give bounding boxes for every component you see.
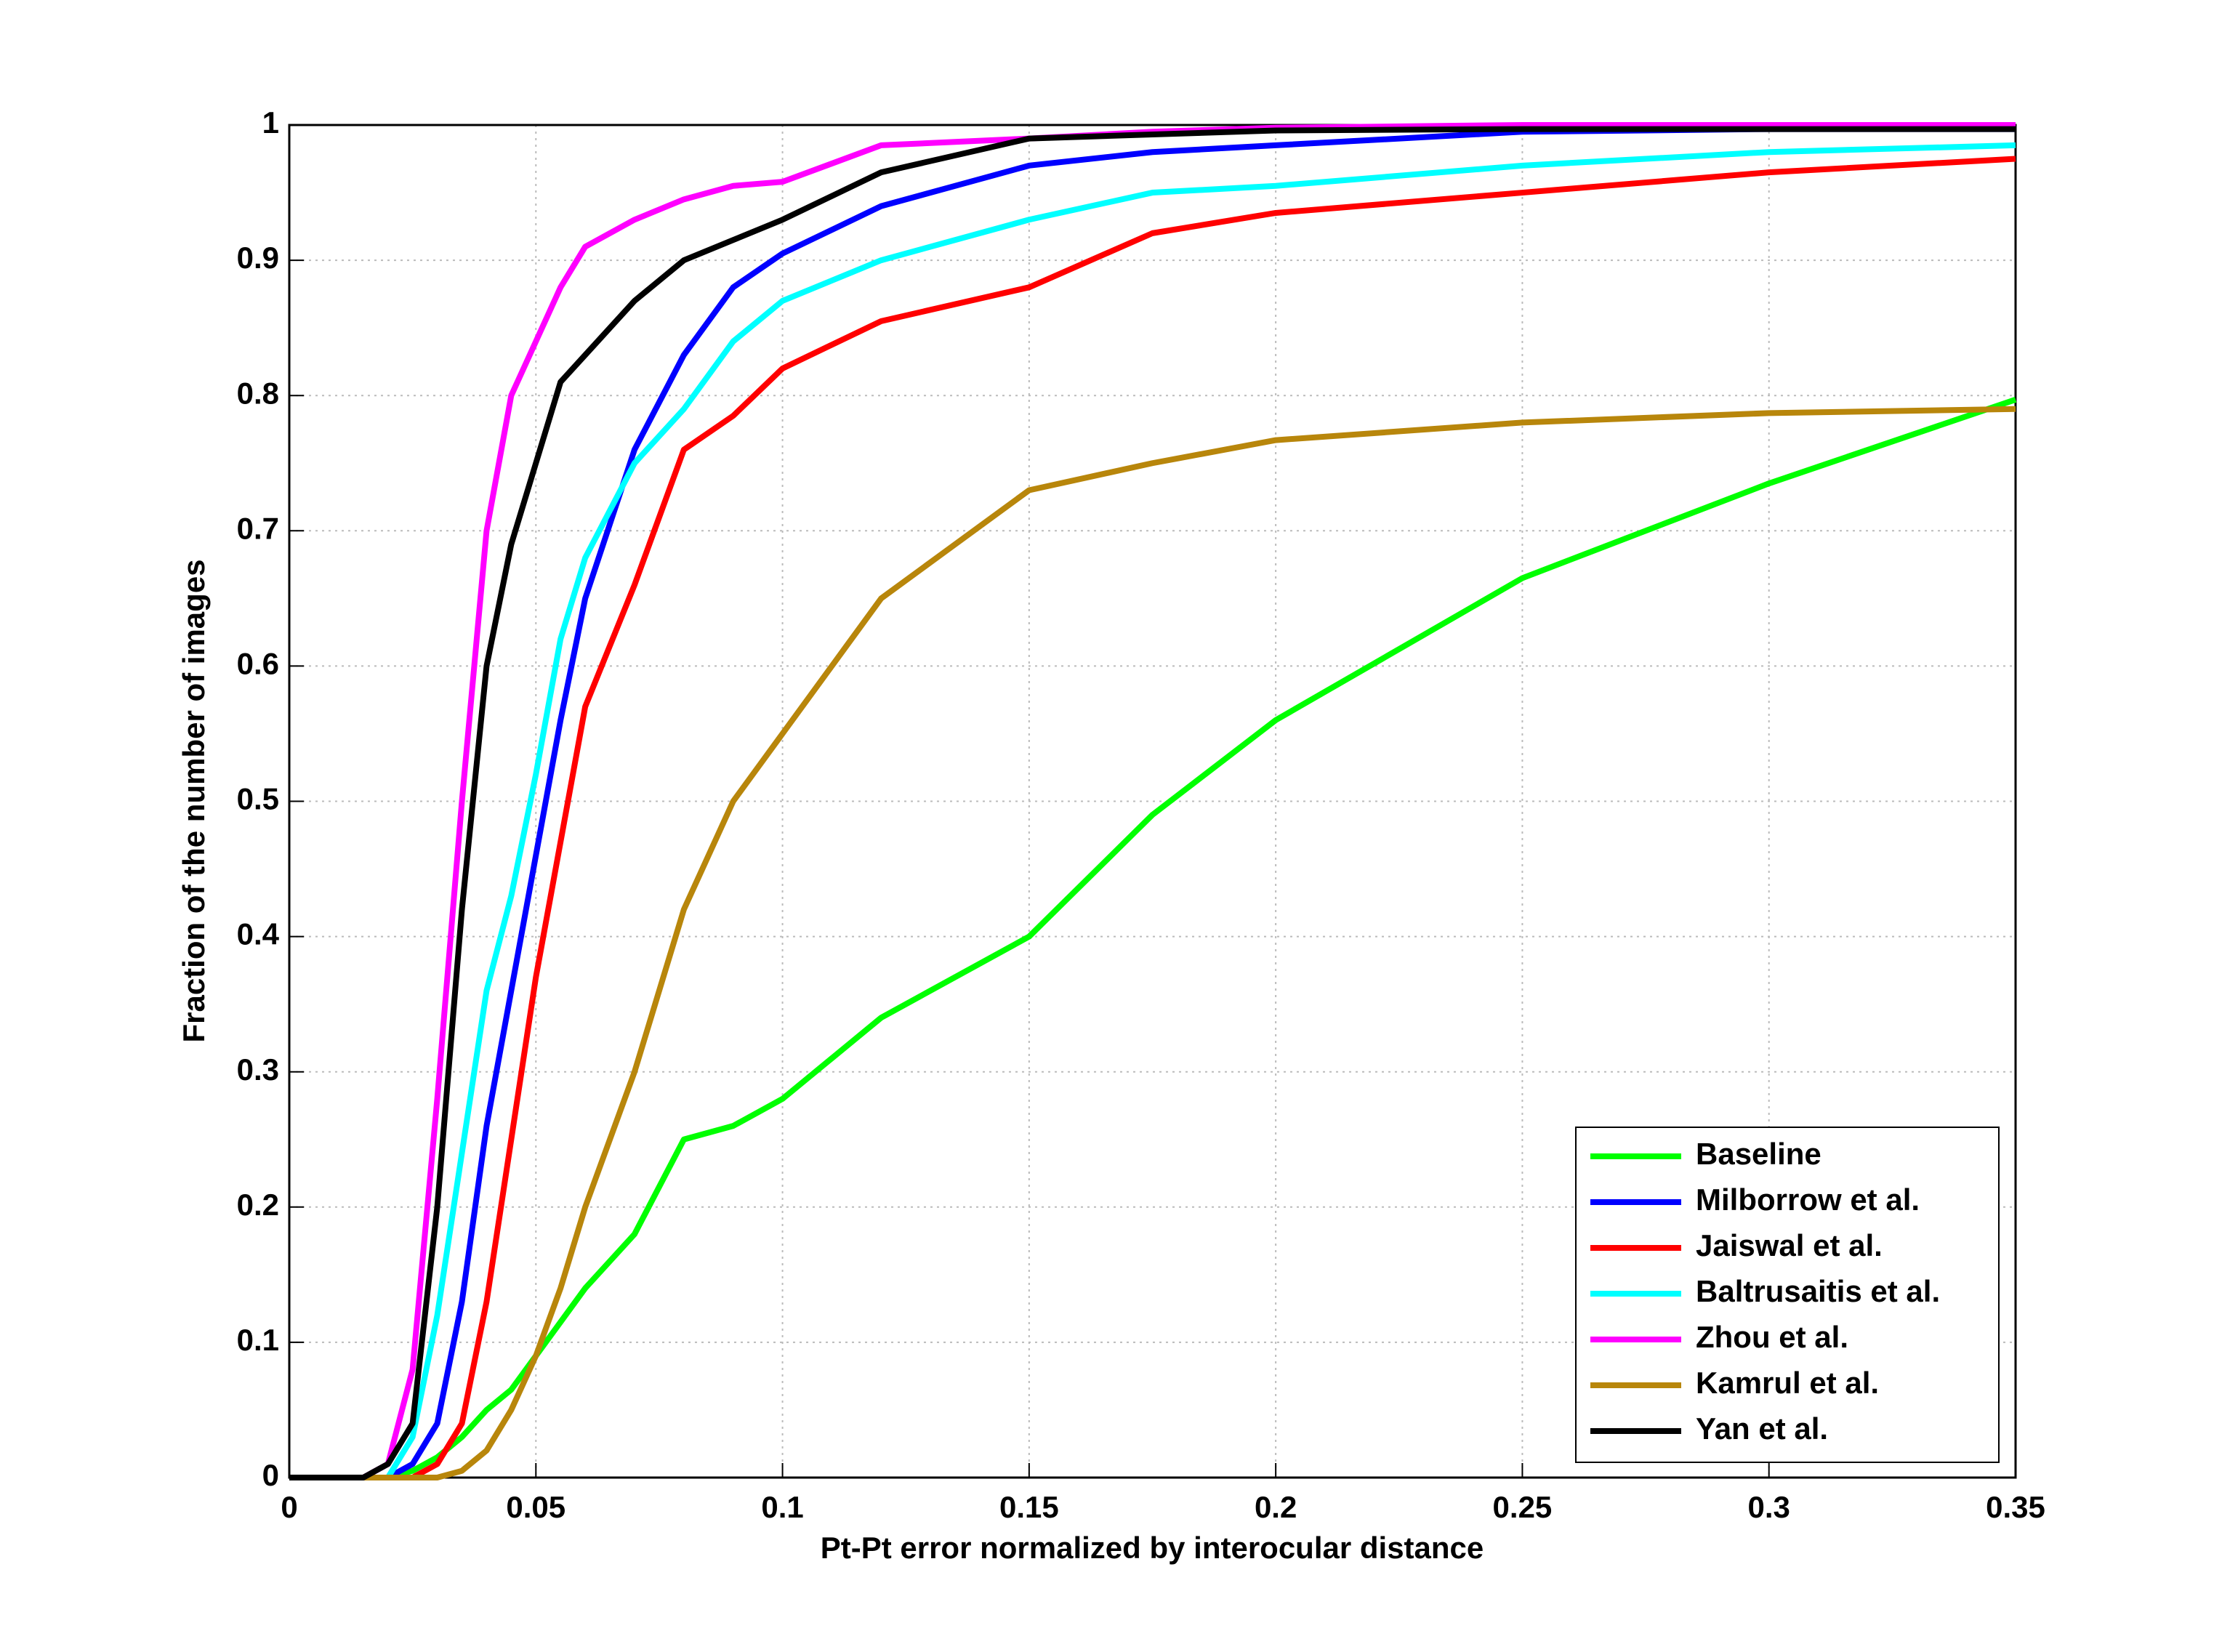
x-tick-label: 0.3	[1748, 1490, 1790, 1524]
line	[289, 396, 2017, 1480]
x-tick-label: 0.15	[999, 1490, 1059, 1524]
legend-label: Yan et al.	[1696, 1411, 1828, 1446]
x-axis-label: Pt-Pt error normalized by interocular di…	[821, 1531, 1484, 1565]
line	[289, 126, 2016, 1480]
y-tick-label: 0.9	[237, 241, 279, 275]
x-tick-label: 0.2	[1255, 1490, 1297, 1524]
legend-label: Kamrul et al.	[1696, 1366, 1879, 1400]
y-tick-label: 1	[262, 105, 279, 140]
x-tick-label: 0.35	[1986, 1490, 2045, 1524]
x-tick-label: 0.05	[506, 1490, 565, 1524]
legend-label: Zhou et al.	[1696, 1320, 1848, 1354]
line	[289, 156, 2016, 1480]
line	[289, 126, 2016, 1480]
y-tick-label: 0.6	[237, 646, 279, 680]
legend-label: Baseline	[1696, 1137, 1821, 1171]
y-tick-label: 0.7	[237, 511, 279, 545]
x-tick-label: 0	[281, 1490, 297, 1524]
legend-label: Jaiswal et al.	[1696, 1228, 1883, 1262]
y-tick-label: 0.4	[237, 917, 280, 951]
x-tick-label: 0.25	[1493, 1490, 1553, 1524]
y-tick-label: 0.1	[237, 1323, 279, 1357]
line	[289, 406, 2016, 1480]
y-tick-label: 0.8	[237, 376, 279, 410]
y-tick-label: 0.3	[237, 1052, 279, 1087]
plot-frame	[288, 124, 2017, 1479]
legend-label: Baltrusaitis et al.	[1696, 1274, 1940, 1308]
legend-label: Milborrow et al.	[1696, 1182, 1920, 1217]
x-tick-label: 0.1	[761, 1490, 803, 1524]
y-tick-label: 0.5	[237, 782, 279, 816]
y-tick-label: 0	[262, 1458, 279, 1492]
line	[289, 142, 2016, 1480]
y-tick-label: 0.2	[237, 1188, 279, 1222]
y-axis-label: Fraction of the number of images	[177, 559, 211, 1042]
